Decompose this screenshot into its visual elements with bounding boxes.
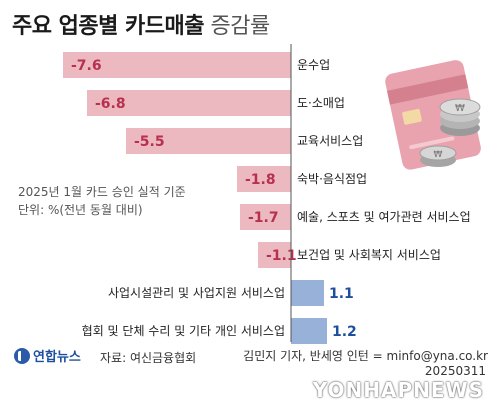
category-label-8: 협회 및 단체 수리 및 기타 개인 서비스업: [82, 324, 285, 338]
value-label-4: -1.8: [245, 172, 276, 188]
value-label-6: -1.1: [266, 248, 297, 264]
category-label-1: 운수업: [297, 58, 330, 72]
bar-4: [237, 166, 291, 192]
value-label-2: -6.8: [95, 96, 126, 112]
yonhap-logo-icon: [14, 347, 30, 364]
logo-text: 연합뉴스: [33, 350, 81, 365]
yonhap-logo: 연합뉴스: [14, 346, 81, 365]
note-line1: 2025년 1월 카드 승인 실적 기준: [18, 185, 186, 199]
category-label-3: 교육서비스업: [297, 134, 363, 148]
value-label-8: 1.2: [332, 324, 357, 340]
source-text: 자료: 여신금융협회: [100, 351, 197, 365]
watermark: YONHAPNEWS: [312, 378, 484, 402]
date-text: 20250311: [424, 364, 486, 378]
bar-6: [258, 242, 291, 268]
card-coins-illustration: ₩ ₩: [385, 60, 481, 170]
category-label-5: 예술, 스포츠 및 여가관련 서비스업: [297, 210, 471, 224]
category-label-2: 도·소매업: [297, 96, 345, 110]
credit-text: 김민지 기자, 반세영 인턴 = minfo@yna.co.kr: [243, 349, 488, 363]
chart-title: 주요 업종별 카드매출 증감률: [12, 8, 270, 40]
category-label-4: 숙박·음식점업: [297, 172, 367, 186]
note-line2: 단위: %(전년 동월 대비): [18, 203, 143, 217]
coin-stack: ₩ ₩: [419, 98, 481, 167]
value-label-5: -1.7: [248, 210, 279, 226]
title-sub: 증감률: [210, 14, 270, 39]
svg-text:₩: ₩: [455, 103, 465, 114]
bar-8: [291, 318, 327, 344]
value-label-7: 1.1: [329, 286, 354, 302]
bar-1: [63, 52, 291, 78]
svg-text:₩: ₩: [434, 150, 443, 160]
title-main: 주요 업종별 카드매출: [12, 14, 204, 39]
value-label-3: -5.5: [134, 134, 165, 150]
card-chip: [402, 108, 422, 125]
bar-2: [87, 90, 291, 116]
bar-7: [291, 280, 324, 306]
value-label-1: -7.6: [71, 58, 102, 74]
bars-group: -7.6 운수업 -6.8 도·소매업 -5.5 교육서비스업 -1.8 숙박·음식점업 -1.…: [63, 52, 471, 344]
category-label-7: 사업시설관리 및 사업지원 서비스업: [108, 286, 285, 300]
bar-5: [240, 204, 291, 230]
category-label-6: 보건업 및 사회복지 서비스업: [297, 248, 441, 262]
bar-3: [126, 128, 291, 154]
